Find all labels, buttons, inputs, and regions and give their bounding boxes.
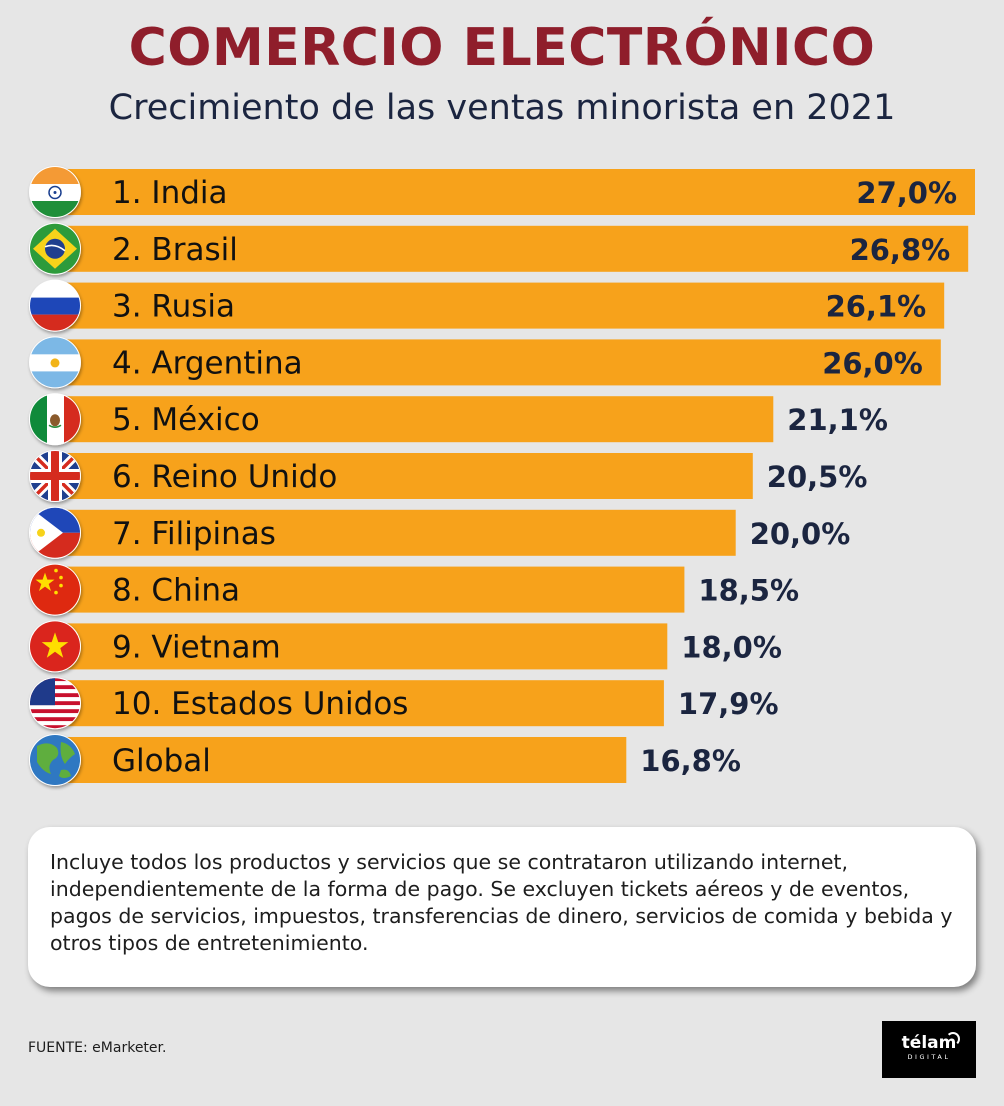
bar-10 <box>52 737 627 783</box>
uk-flag-icon <box>29 450 81 502</box>
bar-3 <box>52 339 941 386</box>
category-label-0: 1. India <box>112 175 228 211</box>
india-flag-icon <box>29 166 81 218</box>
bar-4 <box>52 396 774 443</box>
bar-1 <box>52 225 969 272</box>
russia-flag-icon <box>29 279 81 332</box>
value-label-3: 26,0% <box>822 346 923 380</box>
usa-flag-icon <box>29 677 81 730</box>
telam-logo: télam DIGITAL <box>882 1021 976 1078</box>
value-label-7: 18,5% <box>698 574 799 608</box>
category-label-5: 6. Reino Unido <box>112 459 337 495</box>
logo-name: télam <box>901 1033 957 1053</box>
category-label-9: 10. Estados Unidos <box>112 686 408 722</box>
value-label-2: 26,1% <box>826 290 927 324</box>
bar-chart: 1. India 27,0% 2. Brasil 26,8% 3. Rusia 26,1%… <box>29 166 975 786</box>
note-text: Incluye todos los productos y servicios … <box>50 850 953 955</box>
category-label-2: 3. Rusia <box>112 289 235 325</box>
bar-7 <box>52 566 685 613</box>
value-label-0: 27,0% <box>856 176 957 210</box>
value-label-4: 21,1% <box>787 403 888 437</box>
mexico-flag-icon <box>29 393 81 446</box>
brazil-flag-icon <box>29 222 81 275</box>
category-label-1: 2. Brasil <box>112 232 238 268</box>
source-text: FUENTE: eMarketer. <box>28 1040 167 1056</box>
category-label-4: 5. México <box>112 402 260 438</box>
category-label-6: 7. Filipinas <box>112 516 276 552</box>
value-label-1: 26,8% <box>850 233 951 267</box>
china-flag-icon <box>29 563 81 616</box>
category-label-3: 4. Argentina <box>112 345 303 381</box>
bar-2 <box>52 282 945 329</box>
value-label-5: 20,5% <box>767 460 868 494</box>
chart-title: COMERCIO ELECTRÓNICO <box>128 18 876 78</box>
logo-sub: DIGITAL <box>907 1053 951 1061</box>
vietnam-flag-icon <box>29 620 81 673</box>
category-label-8: 9. Vietnam <box>112 629 281 665</box>
signal-icon <box>946 1032 960 1046</box>
philippines-flag-icon <box>29 506 81 559</box>
globe-icon <box>29 734 81 786</box>
category-label-7: 8. China <box>112 573 240 609</box>
bar-0 <box>52 169 975 215</box>
argentina-flag-icon <box>29 336 81 389</box>
bar-8 <box>52 623 668 670</box>
value-label-8: 18,0% <box>681 630 782 664</box>
chart-subtitle: Crecimiento de las ventas minorista en 2… <box>108 88 896 128</box>
note-box: Incluye todos los productos y servicios … <box>28 827 976 987</box>
value-label-10: 16,8% <box>640 744 741 778</box>
bar-9 <box>52 680 664 727</box>
bar-5 <box>52 453 753 499</box>
value-label-9: 17,9% <box>678 687 779 721</box>
bar-6 <box>52 509 736 556</box>
category-label-10: Global <box>112 743 211 779</box>
value-label-6: 20,0% <box>750 517 851 551</box>
